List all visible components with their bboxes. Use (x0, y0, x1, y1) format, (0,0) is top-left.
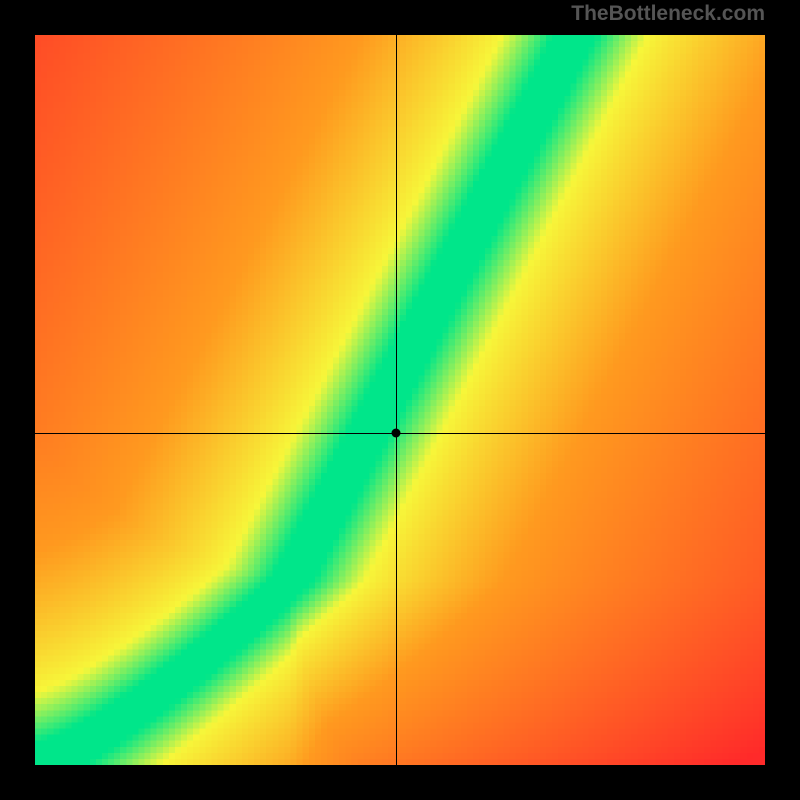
watermark-text: TheBottleneck.com (571, 2, 765, 26)
plot-area (35, 35, 765, 765)
crosshair-vertical (396, 35, 397, 765)
marker-dot (392, 428, 401, 437)
heatmap-canvas (35, 35, 765, 765)
